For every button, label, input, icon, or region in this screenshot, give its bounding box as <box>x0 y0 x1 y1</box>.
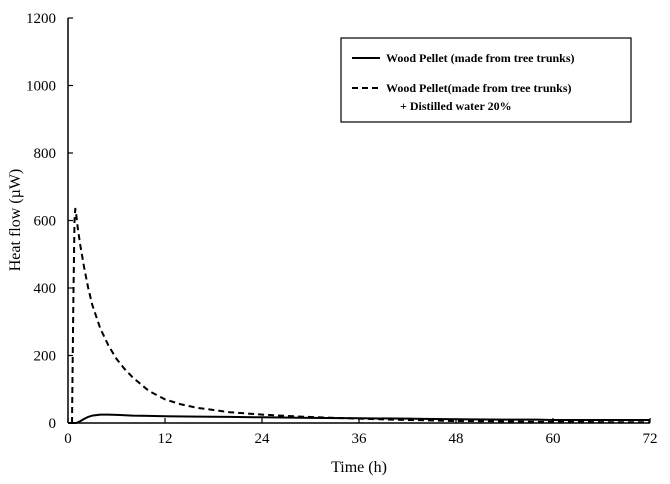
legend: Wood Pellet (made from tree trunks) Wood… <box>340 37 632 123</box>
legend-box <box>340 37 632 123</box>
series-line-wood-pellet-water <box>71 207 650 424</box>
y-tick-label: 0 <box>49 416 57 432</box>
x-tick-label: 24 <box>255 431 271 447</box>
x-axis-ticks: 0 12 24 36 48 60 72 <box>64 418 658 447</box>
x-axis-title: Time (h) <box>331 459 387 476</box>
legend-label-series-1: Wood Pellet (made from tree trunks) <box>386 51 575 65</box>
x-tick-label: 12 <box>158 431 173 447</box>
y-tick-label: 1200 <box>26 11 56 27</box>
y-tick-label: 600 <box>34 214 57 230</box>
x-tick-label: 60 <box>546 431 561 447</box>
x-tick-label: 36 <box>352 431 368 447</box>
y-tick-label: 800 <box>34 146 57 162</box>
series-layer <box>68 207 650 424</box>
y-axis-title: Heat flow (µW) <box>7 169 24 272</box>
legend-label-series-2: Wood Pellet(made from tree trunks) <box>386 81 572 95</box>
x-tick-label: 0 <box>64 431 72 447</box>
series-line-wood-pellet <box>68 413 650 424</box>
x-tick-label: 72 <box>643 431 658 447</box>
legend-label-series-2-line2: + Distilled water 20% <box>400 99 512 113</box>
y-tick-label: 400 <box>34 281 57 297</box>
y-tick-label: 1000 <box>26 79 56 95</box>
y-tick-label: 200 <box>34 349 57 365</box>
y-axis-ticks: 0 200 400 600 800 1000 1200 <box>26 11 73 432</box>
x-tick-label: 48 <box>449 431 464 447</box>
